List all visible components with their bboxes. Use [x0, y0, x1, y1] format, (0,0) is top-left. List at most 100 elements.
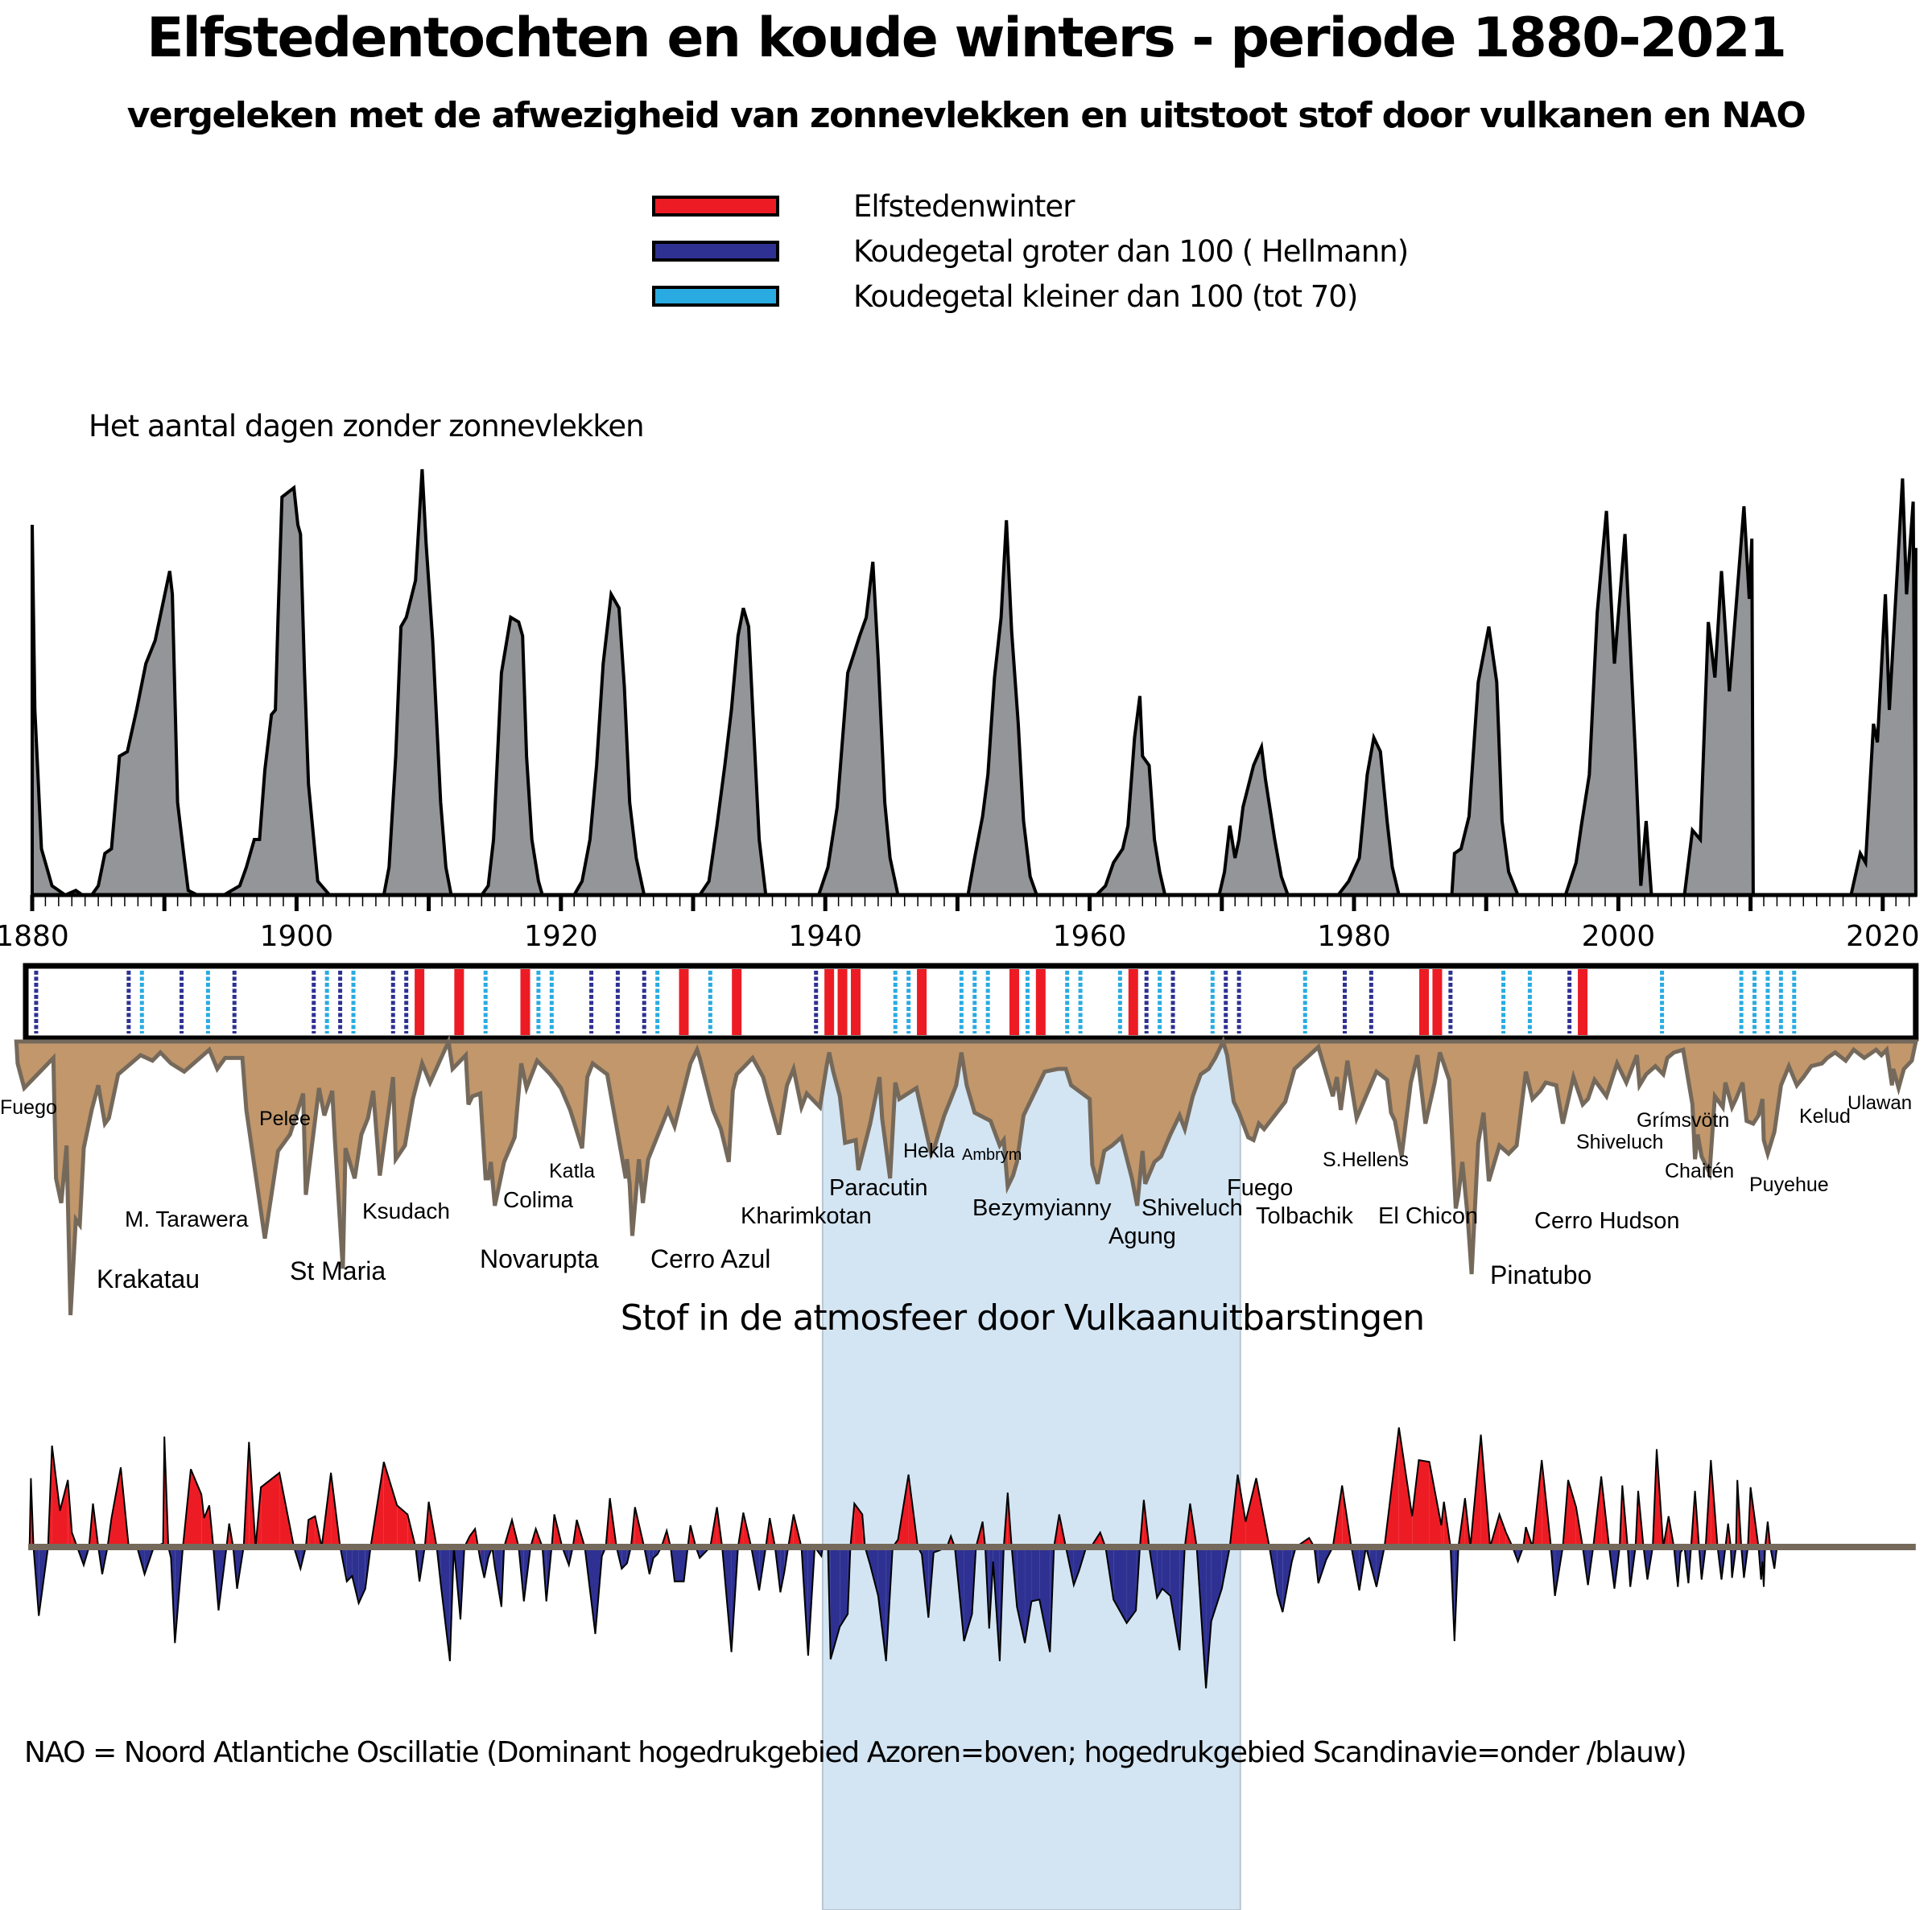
nao-negative-segment — [780, 1547, 785, 1593]
nao-negative-segment — [964, 1547, 972, 1641]
nao-positive-segment — [60, 1479, 68, 1547]
nao-positive-segment — [1412, 1460, 1419, 1547]
nao-negative-segment — [870, 1547, 878, 1596]
nao-positive-segment — [469, 1528, 476, 1547]
nao-positive-segment — [397, 1505, 408, 1547]
volcano-label: Tolbachik — [1256, 1203, 1353, 1229]
volcanic-dust-chart: Fuego Krakatau M. Tarawera Pelee St Maria Ksu… — [0, 1034, 1918, 1316]
winter-bar-elfsteden — [824, 969, 835, 1035]
nao-negative-segment — [877, 1547, 886, 1661]
volcanic-dust-area — [14, 1034, 1918, 1316]
winter-bar-elfsteden — [679, 969, 689, 1035]
winter-bar-elfsteden — [415, 969, 425, 1035]
nao-note: NAO = Noord Atlantiche Oscillatie (Domin… — [24, 1736, 1687, 1769]
volcano-label: Cerro Hudson — [1534, 1208, 1680, 1234]
nao-negative-segment — [1162, 1547, 1170, 1596]
volcano-label: Pelee — [259, 1108, 311, 1130]
nao-negative-segment — [1157, 1547, 1162, 1598]
nao-negative-segment — [1211, 1547, 1222, 1622]
nao-negative-segment — [1369, 1547, 1377, 1587]
nao-positive-segment — [383, 1462, 398, 1547]
volcano-label: S.Hellens — [1323, 1149, 1409, 1171]
volcano-label: Novarupta — [480, 1244, 599, 1273]
nao-chart — [28, 1427, 1916, 1689]
chart-subtitle: vergeleken met de afwezigheid van zonnev… — [126, 95, 1806, 136]
volcano-label: Katla — [549, 1160, 595, 1182]
nao-positive-segment — [1568, 1479, 1576, 1547]
year-axis: 1880 1900 1920 1940 1960 1980 2000 2020 — [0, 893, 1920, 953]
volcano-label: El Chicon — [1378, 1203, 1478, 1229]
volcano-label: Agung — [1108, 1223, 1176, 1249]
nao-negative-segment — [675, 1547, 684, 1582]
volcano-label: Ksudach — [362, 1198, 450, 1223]
nao-positive-segment — [1398, 1427, 1413, 1547]
legend: Elfstedenwinter Koudegetal groter dan 10… — [652, 184, 1409, 319]
x-tick-label: 1880 — [0, 920, 69, 953]
volcano-label: Shiveluch — [1141, 1195, 1243, 1221]
volcano-label: Hekla — [903, 1140, 955, 1162]
volcano-label: Puyehue — [1749, 1174, 1829, 1196]
volcano-label: Paracutin — [829, 1175, 928, 1201]
spotless-days-chart — [31, 468, 1918, 897]
winter-strip-frame — [23, 963, 1919, 1042]
legend-swatch-elfsteden — [652, 196, 779, 217]
nao-positive-segment — [1245, 1478, 1257, 1547]
legend-label: Koudegetal groter dan 100 ( Hellmann) — [853, 233, 1409, 269]
nao-positive-segment — [1429, 1462, 1442, 1547]
nao-negative-segment — [1039, 1547, 1051, 1652]
x-tick-label: 2020 — [1846, 920, 1920, 953]
nao-positive-segment — [52, 1446, 60, 1547]
nao-negative-segment — [1073, 1547, 1080, 1586]
volcano-label: Ulawan — [1847, 1092, 1912, 1114]
nao-negative-segment — [440, 1547, 450, 1661]
x-tick-label: 1920 — [524, 920, 598, 953]
nao-positive-segment — [201, 1494, 204, 1547]
nao-negative-segment — [840, 1547, 848, 1627]
nao-negative-segment — [1031, 1547, 1040, 1602]
winter-bar-elfsteden — [1419, 969, 1430, 1035]
volcano-label: M. Tarawera — [125, 1207, 249, 1231]
winter-bar-elfsteden — [454, 969, 464, 1035]
spotless-days-area — [31, 468, 1755, 897]
legend-swatch-hellmann-lt100 — [652, 286, 779, 307]
spotless-days-title: Het aantal dagen zonder zonnevlekken — [89, 409, 645, 443]
chart-title: Elfstedentochten en koude winters - peri… — [147, 6, 1787, 70]
nao-positive-segment — [308, 1516, 316, 1547]
winter-bar-elfsteden — [1009, 969, 1020, 1035]
volcanic-dust-title: Stof in de atmosfeer door Vulkaanuitbars… — [620, 1297, 1425, 1339]
x-tick-label: 1960 — [1053, 920, 1127, 953]
winter-bar-elfsteden — [1432, 969, 1443, 1035]
nao-negative-segment — [1318, 1547, 1327, 1583]
winter-bar-elfsteden — [850, 969, 861, 1035]
volcano-label: Fuego — [1227, 1175, 1293, 1201]
highlight-band — [821, 1038, 1241, 1910]
nao-positive-segment — [854, 1504, 863, 1547]
winter-bar-elfsteden — [1578, 969, 1588, 1035]
nao-positive-segment — [1499, 1514, 1506, 1547]
volcano-label: Colima — [503, 1187, 574, 1212]
volcano-label: Bezymyianny — [972, 1195, 1112, 1221]
nao-negative-segment — [621, 1547, 627, 1569]
volcano-label: Chaitén — [1665, 1160, 1734, 1182]
nao-negative-segment — [1017, 1547, 1026, 1644]
volcano-label: Krakatau — [97, 1264, 200, 1293]
nao-negative-segment — [1206, 1547, 1212, 1689]
volcano-label: Kelud — [1799, 1105, 1851, 1128]
nao-negative-segment — [346, 1547, 353, 1582]
nao-negative-segment — [830, 1547, 840, 1660]
legend-label: Koudegetal kleiner dan 100 (tot 70) — [853, 278, 1358, 314]
nao-negative-segment — [352, 1547, 359, 1603]
legend-item-elfsteden: Elfstedenwinter — [652, 184, 1408, 229]
winter-bar-elfsteden — [1128, 969, 1138, 1035]
volcano-label: Shiveluch — [1576, 1131, 1663, 1153]
legend-item-hellmann-gt100: Koudegetal groter dan 100 ( Hellmann) — [652, 229, 1409, 274]
x-tick-label: 1940 — [788, 920, 862, 953]
winter-bar-elfsteden — [1035, 969, 1046, 1035]
nao-positive-segment — [261, 1472, 280, 1547]
x-tick-label: 2000 — [1582, 920, 1656, 953]
nao-negative-segment — [494, 1547, 502, 1607]
winter-bar-elfsteden — [837, 969, 848, 1035]
spotless-days-area-recent — [1849, 478, 1918, 897]
legend-item-hellmann-lt100: Koudegetal kleiner dan 100 (tot 70) — [652, 274, 1408, 319]
